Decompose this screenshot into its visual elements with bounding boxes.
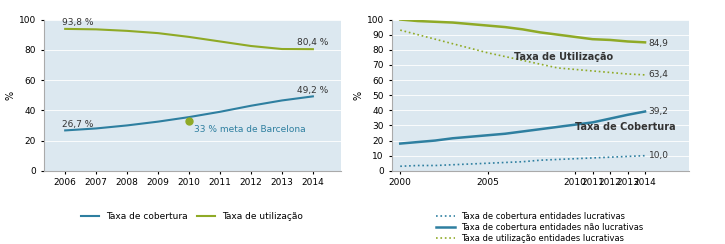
Text: 26,7 %: 26,7 % (62, 120, 94, 129)
Legend: Taxa de cobertura entidades lucrativas, Taxa de cobertura entidades não lucrativ: Taxa de cobertura entidades lucrativas, … (433, 208, 647, 244)
Y-axis label: %: % (6, 91, 16, 100)
Legend: Taxa de cobertura, Taxa de utilização: Taxa de cobertura, Taxa de utilização (78, 209, 307, 225)
Y-axis label: %: % (354, 91, 364, 100)
Text: 93,8 %: 93,8 % (62, 18, 94, 27)
Text: Taxa de Cobertura: Taxa de Cobertura (575, 122, 676, 132)
Text: 33 % meta de Barcelona: 33 % meta de Barcelona (194, 125, 305, 134)
Text: 39,2: 39,2 (649, 107, 668, 116)
Text: 63,4: 63,4 (649, 70, 668, 79)
Text: Taxa de Utilização: Taxa de Utilização (514, 52, 613, 62)
Text: 10,0: 10,0 (649, 151, 668, 160)
Text: 80,4 %: 80,4 % (297, 38, 328, 47)
Text: 84,9: 84,9 (649, 39, 668, 48)
Text: 49,2 %: 49,2 % (297, 86, 328, 95)
